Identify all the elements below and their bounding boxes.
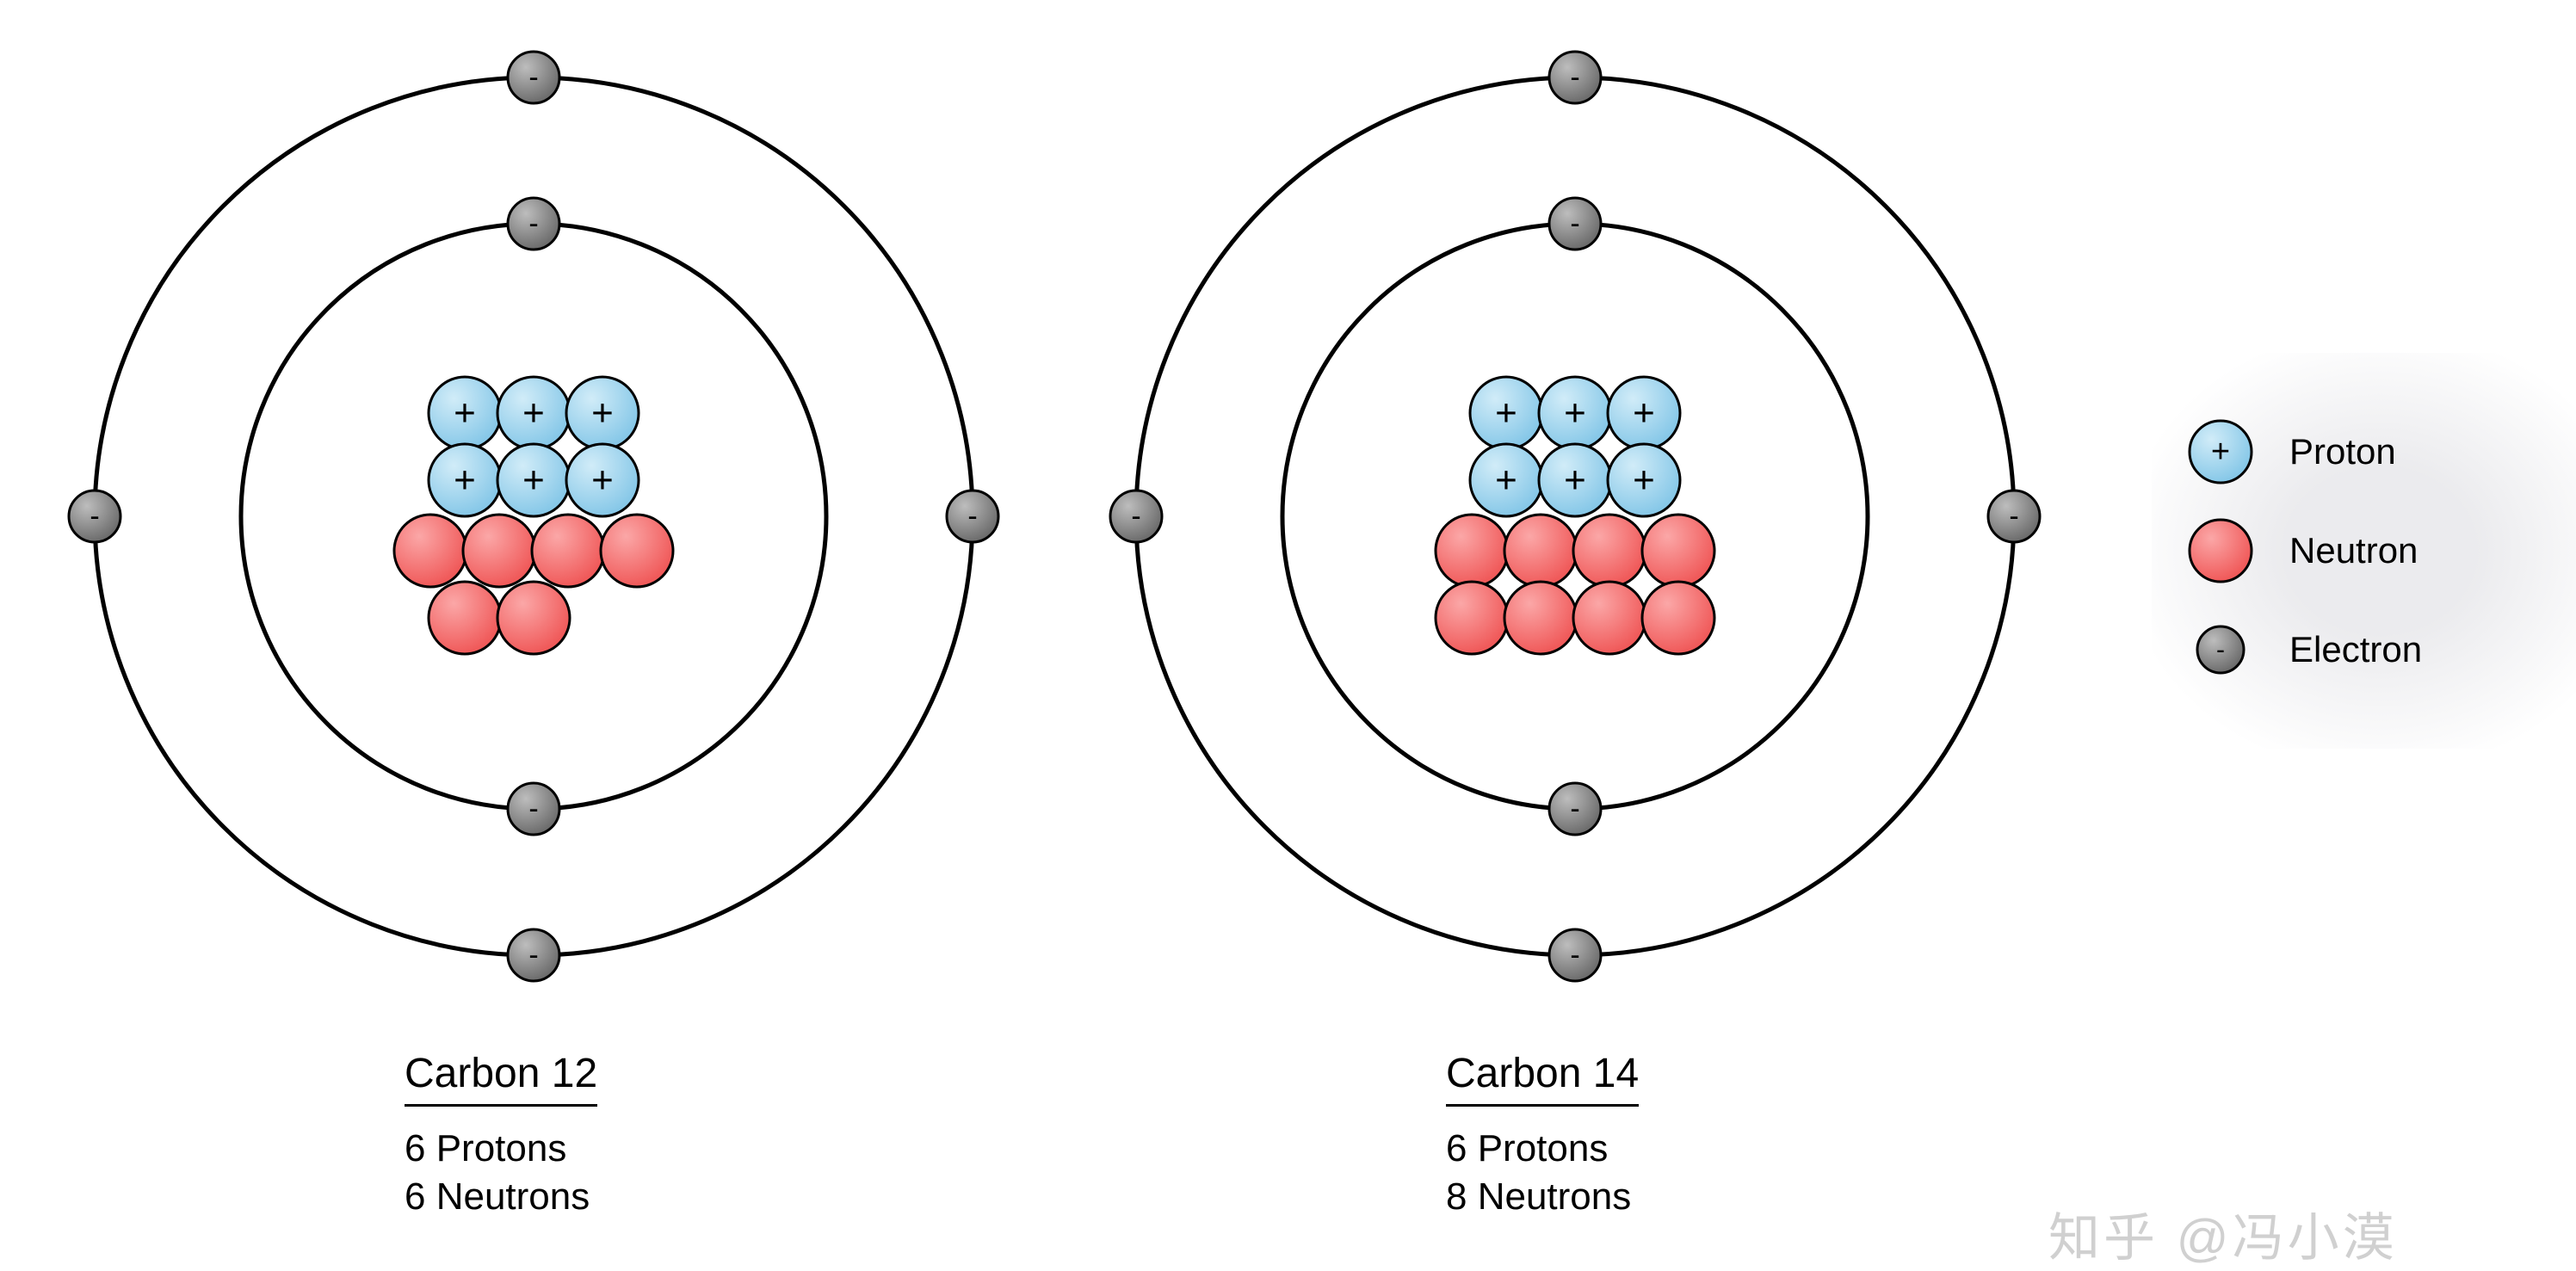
neutron-particle [429, 582, 501, 654]
svg-text:-: - [528, 793, 538, 825]
svg-text:+: + [522, 392, 545, 435]
watermark: 知乎 @冯小漠 [2048, 1196, 2398, 1271]
svg-text:-: - [1131, 500, 1140, 533]
svg-text:-: - [1570, 939, 1579, 972]
caption-line: 8 Neutrons [1446, 1175, 1639, 1219]
neutron-particle [532, 515, 604, 587]
svg-text:-: - [2216, 636, 2225, 664]
legend-label: Electron [2289, 629, 2422, 670]
legend-item-neutron: Neutron [2186, 516, 2556, 585]
svg-text:+: + [591, 460, 614, 502]
svg-text:-: - [2009, 500, 2018, 533]
caption-carbon14: Carbon 14 6 Protons 8 Neutrons [1446, 1050, 1639, 1219]
legend: + Proton Neutron - Electron [2152, 353, 2576, 749]
svg-text:-: - [967, 500, 977, 533]
neutron-particle [394, 515, 466, 587]
svg-text:+: + [522, 460, 545, 502]
svg-text:+: + [1564, 460, 1586, 502]
neutron-particle [601, 515, 673, 587]
legend-label: Neutron [2289, 530, 2418, 571]
svg-text:+: + [1495, 392, 1517, 435]
neutron-particle [463, 515, 535, 587]
neutron-icon [2190, 520, 2252, 582]
svg-text:-: - [528, 939, 538, 972]
neutron-particle [1504, 582, 1577, 654]
caption-carbon12: Carbon 12 6 Protons 6 Neutrons [405, 1050, 597, 1219]
diagram-canvas: + + + + + + - - - - - - Carbon 12 6 Protons 6 Neutrons… [0, 0, 2576, 1264]
neutron-particle [1436, 582, 1508, 654]
svg-text:-: - [528, 61, 538, 94]
svg-text:+: + [454, 392, 476, 435]
caption-line: 6 Protons [1446, 1127, 1639, 1170]
neutron-particle [1436, 515, 1508, 587]
caption-title: Carbon 12 [405, 1050, 597, 1107]
svg-text:+: + [454, 460, 476, 502]
caption-line: 6 Neutrons [405, 1175, 597, 1219]
atom-carbon12: + + + + + + - - - - - - [43, 26, 1024, 1007]
legend-label: Proton [2289, 431, 2396, 472]
neutron-particle [1573, 582, 1646, 654]
svg-text:+: + [1633, 460, 1655, 502]
svg-text:+: + [1633, 392, 1655, 435]
legend-item-proton: + Proton [2186, 417, 2556, 486]
caption-line: 6 Protons [405, 1127, 597, 1170]
svg-text:-: - [90, 500, 99, 533]
svg-text:+: + [2211, 434, 2230, 470]
neutron-particle [1642, 515, 1714, 587]
caption-title: Carbon 14 [1446, 1050, 1639, 1107]
neutron-particle [497, 582, 570, 654]
svg-text:+: + [1495, 460, 1517, 502]
svg-text:-: - [528, 207, 538, 240]
svg-text:-: - [1570, 793, 1579, 825]
svg-text:-: - [1570, 61, 1579, 94]
neutron-particle [1573, 515, 1646, 587]
neutron-particle [1642, 582, 1714, 654]
svg-text:+: + [1564, 392, 1586, 435]
neutron-particle [1504, 515, 1577, 587]
svg-text:+: + [591, 392, 614, 435]
legend-item-electron: - Electron [2186, 615, 2556, 684]
atom-carbon14: + + + + + + - - - - - - [1084, 26, 2066, 1007]
svg-text:-: - [1570, 207, 1579, 240]
